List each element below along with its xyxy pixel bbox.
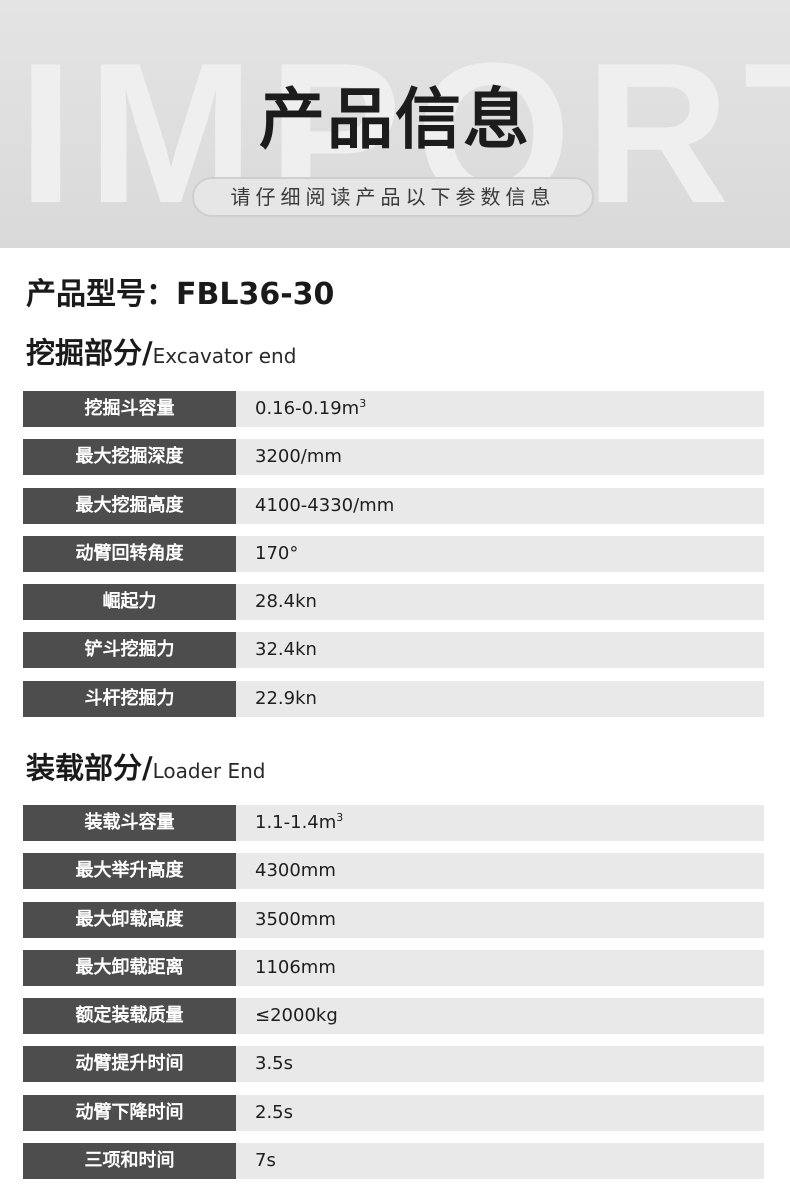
spec-value: 3.5s <box>255 1046 293 1082</box>
spec-row: 动臂回转角度 170° <box>23 535 764 572</box>
spec-label: 最大挖掘高度 <box>23 487 236 524</box>
spec-row: 装载斗容量 1.1-1.4m3 <box>23 805 764 841</box>
subtitle-pill: 请仔细阅读产品以下参数信息 <box>192 177 594 217</box>
spec-row: 额定装载质量 ≤2000kg <box>23 998 764 1035</box>
spec-value-text: 1.1-1.4m <box>255 812 337 833</box>
spec-label: 铲斗挖掘力 <box>23 632 236 669</box>
spec-label: 最大卸载距离 <box>23 949 236 986</box>
spec-label: 三项和时间 <box>23 1143 236 1180</box>
excavator-title-en: Excavator end <box>152 344 297 368</box>
spec-label: 最大挖掘深度 <box>23 439 236 476</box>
spec-value-text: 170° <box>255 542 299 564</box>
spec-label: 装载斗容量 <box>23 805 236 841</box>
model-value: FBL36-30 <box>176 277 335 312</box>
model-line: 产品型号：FBL36-30 <box>26 275 334 315</box>
spec-row: 铲斗挖掘力 32.4kn <box>23 632 764 669</box>
spec-value: 4100-4330/mm <box>255 488 394 524</box>
spec-label: 最大举升高度 <box>23 853 236 890</box>
spec-row: 最大卸载高度 3500mm <box>23 901 764 938</box>
spec-label: 动臂回转角度 <box>23 535 236 572</box>
spec-value-text: 22.9kn <box>255 687 317 709</box>
spec-value: 32.4kn <box>255 632 317 668</box>
spec-value-text: 3200/mm <box>255 446 342 468</box>
spec-value-text: 32.4kn <box>255 639 317 661</box>
spec-value: 2.5s <box>255 1095 293 1131</box>
spec-row: 动臂提升时间 3.5s <box>23 1046 764 1083</box>
page-title: 产品信息 <box>259 81 531 158</box>
spec-label: 挖掘斗容量 <box>23 391 236 427</box>
spec-value: 4300mm <box>255 853 336 889</box>
spec-value: 0.16-0.19m3 <box>255 391 366 427</box>
spec-row: 三项和时间 7s <box>23 1143 764 1180</box>
spec-value-superscript: 3 <box>336 811 344 824</box>
spec-value: 1.1-1.4m3 <box>255 805 343 841</box>
spec-value-superscript: 3 <box>359 397 367 410</box>
loader-title-cn: 装载部分/ <box>26 751 153 785</box>
loader-section-title: 装载部分/Loader End <box>26 748 265 791</box>
spec-label: 最大卸载高度 <box>23 901 236 938</box>
spec-value: 22.9kn <box>255 681 317 717</box>
spec-value-text: 0.16-0.19m <box>255 398 360 419</box>
spec-row: 最大举升高度 4300mm <box>23 853 764 890</box>
spec-row: 最大挖掘深度 3200/mm <box>23 439 764 476</box>
model-label: 产品型号： <box>26 277 176 312</box>
spec-value-text: 3.5s <box>255 1053 294 1075</box>
loader-spec-table: 装载斗容量 1.1-1.4m3 最大举升高度 4300mm 最大卸载高度 3500mm 最大… <box>23 805 764 1191</box>
spec-value: ≤2000kg <box>255 998 338 1034</box>
spec-row: 崛起力 28.4kn <box>23 584 764 621</box>
spec-label: 动臂下降时间 <box>23 1094 236 1131</box>
spec-row: 挖掘斗容量 0.16-0.19m3 <box>23 391 764 427</box>
spec-value: 3200/mm <box>255 439 342 475</box>
spec-value-text: ≤2000kg <box>255 1005 338 1027</box>
excavator-title-cn: 挖掘部分/ <box>26 336 153 370</box>
spec-value-text: 3500mm <box>255 908 336 930</box>
spec-row: 最大卸载距离 1106mm <box>23 949 764 986</box>
spec-label: 斗杆挖掘力 <box>23 680 236 717</box>
spec-value-text: 28.4kn <box>255 591 317 613</box>
spec-value-text: 4100-4330/mm <box>255 494 395 516</box>
excavator-spec-table: 挖掘斗容量 0.16-0.19m3 最大挖掘深度 3200/mm 最大挖掘高度 4100-… <box>23 391 764 729</box>
spec-value-text: 4300mm <box>255 860 336 882</box>
spec-row: 斗杆挖掘力 22.9kn <box>23 680 764 717</box>
spec-label: 崛起力 <box>23 584 236 621</box>
loader-title-en: Loader End <box>152 759 266 783</box>
spec-row: 最大挖掘高度 4100-4330/mm <box>23 487 764 524</box>
spec-value-text: 1106mm <box>255 956 336 978</box>
spec-row: 动臂下降时间 2.5s <box>23 1094 764 1131</box>
spec-value-text: 7s <box>255 1150 276 1172</box>
spec-value: 28.4kn <box>255 584 317 620</box>
spec-label: 额定装载质量 <box>23 998 236 1035</box>
excavator-section-title: 挖掘部分/Excavator end <box>26 333 296 376</box>
spec-value: 1106mm <box>255 950 336 986</box>
spec-value-text: 2.5s <box>255 1101 294 1123</box>
spec-value: 3500mm <box>255 902 336 938</box>
header-banner: IMPORT 产品信息 请仔细阅读产品以下参数信息 <box>0 0 790 248</box>
spec-value: 7s <box>255 1143 276 1179</box>
spec-label: 动臂提升时间 <box>23 1046 236 1083</box>
spec-value: 170° <box>255 536 298 572</box>
